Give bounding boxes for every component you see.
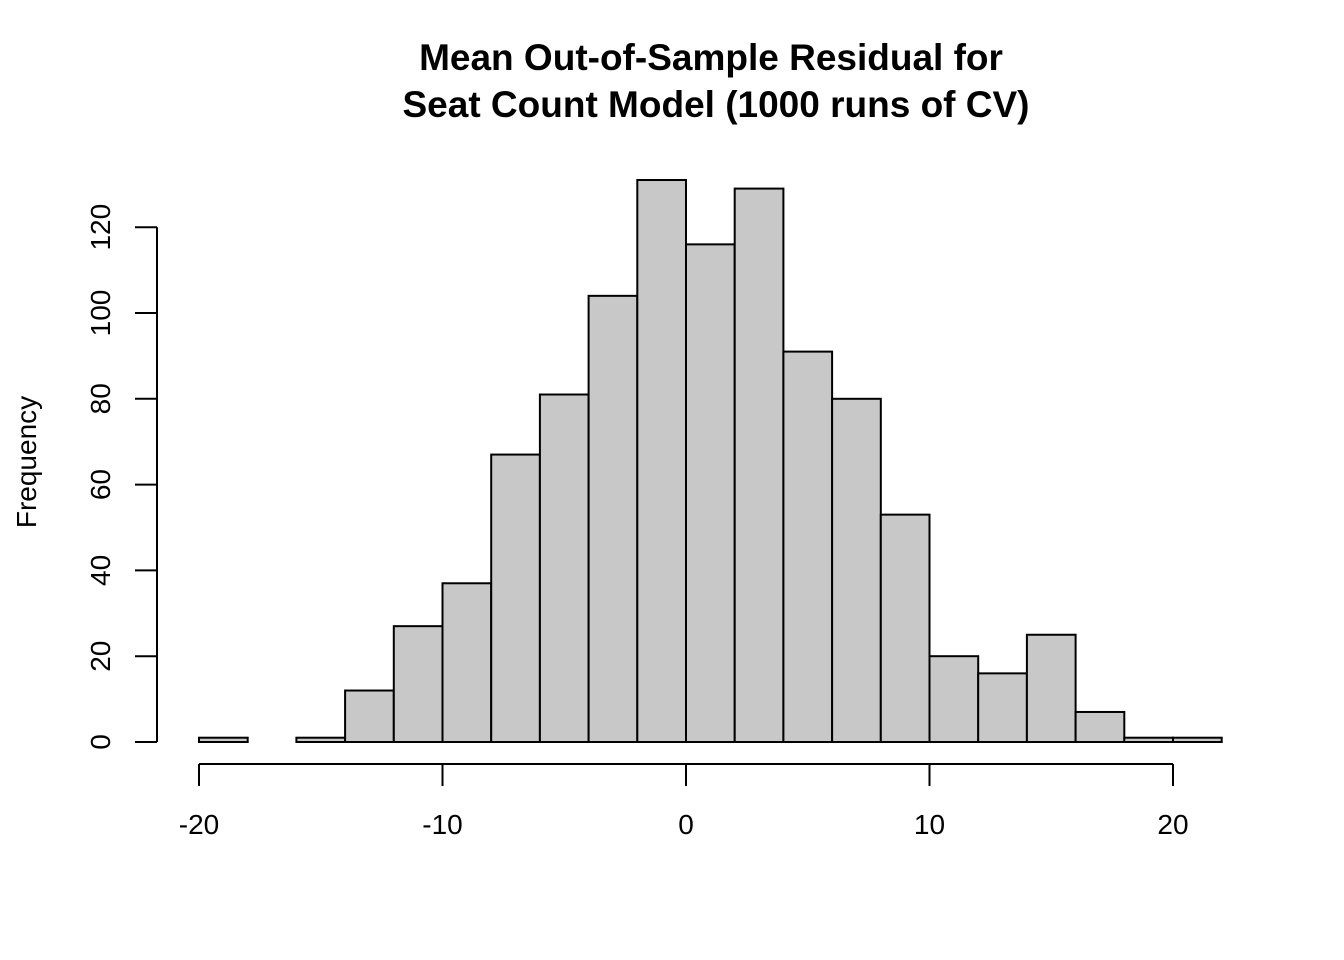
histogram-bar: [538, 393, 590, 743]
histogram-bar: [782, 350, 834, 743]
chart-title-line-2: Seat Count Model (1000 runs of CV): [402, 84, 1029, 125]
histogram-bar: [685, 243, 736, 744]
histogram-bar: [1123, 736, 1175, 744]
y-tick-label: 100: [85, 290, 116, 337]
y-tick-label: 40: [85, 555, 116, 586]
histogram-bar: [928, 655, 980, 744]
y-tick-label: 120: [85, 204, 116, 251]
bars-layer: [198, 179, 1223, 744]
histogram-bar: [587, 294, 639, 743]
histogram-bar: [1025, 633, 1077, 743]
chart-title-line-1: Mean Out-of-Sample Residual for: [419, 37, 1003, 78]
histogram-bar: [636, 179, 687, 743]
y-axis-title: Frequency: [11, 396, 42, 528]
histogram-bar: [1172, 736, 1223, 744]
histogram-bar: [977, 672, 1028, 743]
x-axis: -20 -10 0 10 20: [179, 763, 1189, 840]
x-tick-label: -10: [422, 809, 462, 840]
chart-title: Mean Out-of-Sample Residual for Seat Cou…: [402, 37, 1029, 125]
x-tick-label: 0: [678, 809, 694, 840]
histogram-bar: [490, 453, 541, 743]
histogram-bar: [831, 397, 882, 743]
y-tick-label: 80: [85, 383, 116, 414]
histogram-bar: [198, 736, 249, 744]
y-tick-label: 0: [85, 734, 116, 750]
x-tick-label: 20: [1157, 809, 1188, 840]
histogram-bar: [344, 689, 395, 744]
y-axis: 0 20 40 60 80 100 120: [85, 204, 158, 750]
x-tick-label: 10: [914, 809, 945, 840]
x-tick-label: -20: [179, 809, 219, 840]
y-tick-label: 60: [85, 469, 116, 500]
y-tick-label: 20: [85, 641, 116, 672]
histogram-bar: [879, 513, 931, 743]
histogram-bar: [295, 736, 347, 744]
histogram-bar: [441, 582, 493, 744]
histogram-bar: [1074, 710, 1126, 743]
histogram-bar: [392, 625, 444, 743]
histogram-bar: [733, 187, 785, 743]
